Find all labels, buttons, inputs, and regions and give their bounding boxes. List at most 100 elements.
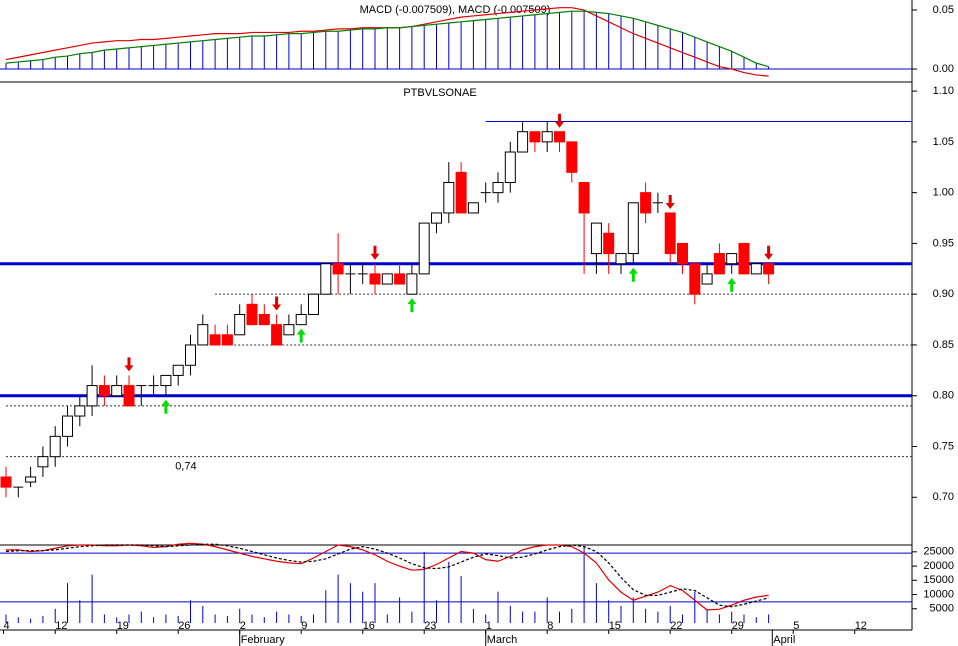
candle-body — [394, 273, 406, 285]
x-tick-label: 2 — [240, 620, 246, 632]
candle-body — [467, 202, 479, 214]
y-tick-label: 0.95 — [933, 237, 954, 249]
candle-body — [677, 242, 688, 265]
candle-body — [185, 344, 196, 366]
sell-arrow — [764, 245, 774, 260]
candle-body — [504, 151, 516, 183]
x-tick-label: 16 — [363, 620, 375, 632]
candle-body — [74, 405, 86, 417]
sell-arrow — [272, 296, 282, 311]
x-tick-label: 29 — [732, 620, 744, 632]
candle-body — [62, 415, 73, 437]
buy-arrow — [296, 328, 306, 343]
candle-body — [49, 435, 61, 458]
x-tick-label: 9 — [301, 620, 307, 632]
y-tick-label: 0.90 — [933, 288, 954, 300]
x-tick-label: 22 — [670, 620, 682, 632]
candle-body — [221, 334, 233, 346]
candle-body — [590, 222, 602, 255]
buy-arrow — [407, 298, 417, 313]
x-tick-label: 4 — [4, 620, 10, 632]
candle-body — [320, 263, 332, 295]
y-tick-label: 0.80 — [933, 390, 954, 402]
candle-body — [295, 313, 307, 326]
y-tick-label: 0.70 — [933, 491, 954, 503]
candle-body — [492, 181, 504, 194]
y-tick-label: 1.10 — [933, 85, 954, 97]
y-tick-label: 10000 — [923, 588, 954, 600]
price-title: PTBVLSONAE — [403, 87, 476, 99]
candle-body — [258, 313, 270, 326]
candle-body — [209, 334, 221, 346]
y-tick-label: 20000 — [923, 560, 954, 572]
candle-body — [197, 324, 209, 346]
candle-body — [640, 192, 652, 214]
y-tick-label: 5000 — [930, 603, 954, 615]
candle-body — [541, 131, 553, 143]
stochastic-line — [5, 543, 769, 608]
y-tick-label: 1.00 — [933, 187, 954, 199]
candle-body — [431, 212, 442, 224]
x-tick-label: 15 — [609, 620, 621, 632]
candle-body — [37, 456, 49, 468]
candle-body — [689, 263, 701, 295]
month-label: March — [487, 634, 518, 646]
buy-arrow — [161, 399, 171, 414]
candle-body — [578, 181, 590, 214]
x-tick-label: 1 — [486, 620, 492, 632]
candle-body — [664, 212, 676, 255]
candle-body — [332, 263, 344, 275]
x-tick-label: 19 — [117, 620, 129, 632]
x-tick-label: 12 — [855, 620, 867, 632]
candle-body — [603, 232, 615, 255]
candle-body — [566, 141, 578, 173]
x-tick-label: 8 — [547, 620, 553, 632]
candle-body — [0, 476, 12, 488]
month-label: April — [773, 634, 795, 646]
candle-body — [381, 273, 393, 285]
month-label: February — [241, 634, 286, 646]
candle-body — [111, 385, 123, 397]
candle-body — [123, 385, 135, 407]
y-tick-label: 0.00 — [933, 63, 954, 75]
candle-body — [517, 131, 529, 153]
candle-body — [98, 385, 110, 397]
y-tick-label: 1.05 — [933, 136, 954, 148]
candle-body — [246, 303, 258, 326]
candle-body — [271, 324, 283, 346]
x-tick-label: 5 — [793, 620, 799, 632]
candle-body — [701, 273, 713, 285]
y-tick-label: 25000 — [923, 546, 954, 558]
candle-body — [443, 181, 455, 214]
macd-line — [5, 10, 769, 68]
candle-body — [455, 171, 467, 214]
candle-body — [418, 222, 430, 275]
candle-body — [369, 273, 381, 285]
sell-arrow — [124, 357, 134, 372]
y-tick-label: 0.75 — [933, 440, 954, 452]
buy-arrow — [628, 267, 638, 282]
candle-body — [172, 364, 184, 376]
sell-arrow — [370, 245, 380, 260]
sell-arrow — [665, 194, 675, 209]
x-tick-label: 12 — [55, 620, 67, 632]
candle-body — [763, 263, 775, 275]
candle-body — [308, 293, 319, 315]
candle-body — [615, 253, 627, 265]
y-tick-label: 0.05 — [933, 4, 954, 16]
x-tick-label: 26 — [178, 620, 190, 632]
candle-body — [554, 131, 565, 143]
candle-body — [86, 385, 98, 407]
candle-body — [25, 476, 37, 483]
candle-body — [750, 263, 762, 275]
sell-arrow — [555, 113, 564, 128]
candle-body — [726, 253, 738, 265]
candle-body — [738, 242, 750, 275]
candle-body — [234, 313, 246, 336]
macd-title: MACD (-0.007509), MACD (-0.007509) — [360, 4, 551, 16]
annotation: 0,74 — [175, 461, 196, 473]
y-tick-label: 15000 — [923, 574, 954, 586]
buy-arrow — [727, 277, 737, 292]
